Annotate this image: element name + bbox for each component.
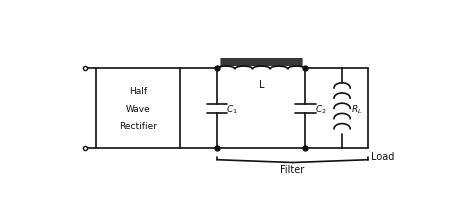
Text: Half: Half <box>129 87 147 96</box>
Bar <box>96 69 181 149</box>
Text: Filter: Filter <box>281 164 305 174</box>
Text: Load: Load <box>372 152 395 162</box>
Text: $C_1$: $C_1$ <box>227 103 238 115</box>
Text: $C_2$: $C_2$ <box>315 103 326 115</box>
Text: $R_L$: $R_L$ <box>351 103 363 115</box>
Text: L: L <box>258 80 264 90</box>
Text: Rectifier: Rectifier <box>119 122 157 131</box>
Text: Wave: Wave <box>126 104 151 113</box>
